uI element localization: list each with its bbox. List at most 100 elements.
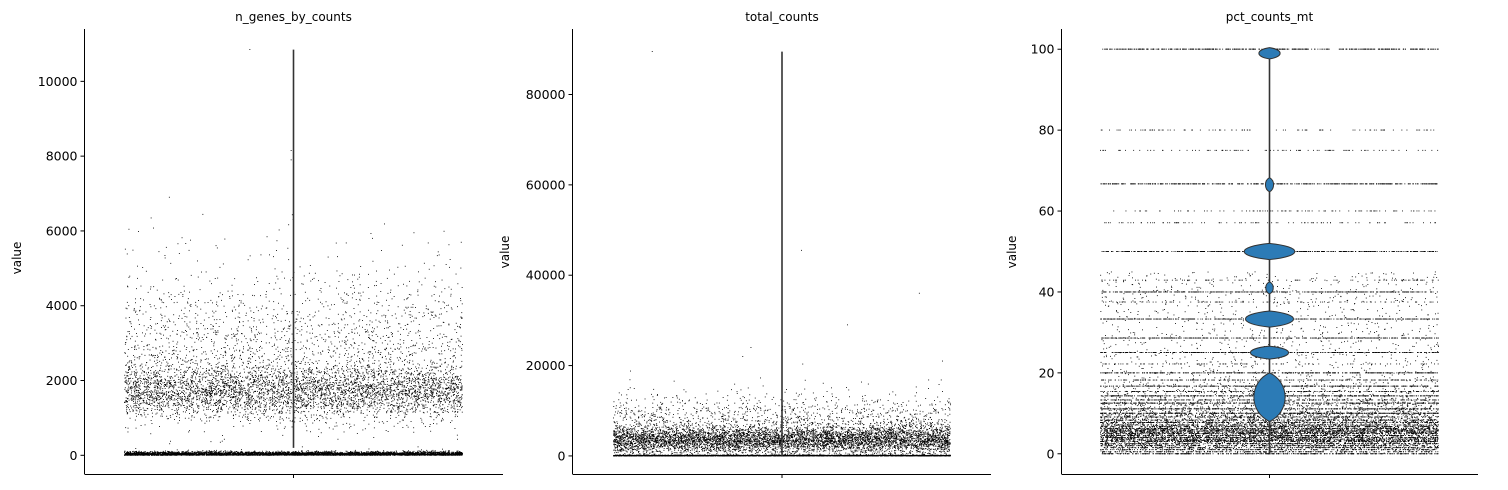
- data-point: [144, 454, 145, 455]
- data-point: [316, 453, 317, 454]
- data-point: [378, 455, 379, 456]
- data-point: [270, 455, 271, 456]
- data-point: [443, 453, 444, 454]
- data-point: [253, 452, 254, 453]
- data-point: [315, 454, 316, 455]
- data-point: [294, 452, 295, 453]
- data-point: [214, 450, 215, 451]
- data-point: [396, 454, 397, 455]
- data-point: [142, 452, 143, 453]
- data-point: [165, 455, 166, 456]
- data-point: [375, 454, 376, 455]
- data-point: [461, 454, 462, 455]
- data-point: [334, 454, 335, 455]
- data-point: [457, 453, 458, 454]
- data-point: [132, 453, 133, 454]
- data-point: [240, 452, 241, 453]
- data-point: [349, 454, 350, 455]
- data-point: [432, 452, 433, 453]
- data-point: [374, 452, 375, 453]
- y-tick-label: 6000: [46, 223, 78, 238]
- data-point: [311, 454, 312, 455]
- data-point: [332, 454, 333, 455]
- data-point: [382, 453, 383, 454]
- data-point: [302, 451, 303, 452]
- data-point: [404, 454, 405, 455]
- data-point: [175, 454, 176, 455]
- data-point: [440, 455, 441, 456]
- data-point: [411, 453, 412, 454]
- data-point: [453, 452, 454, 453]
- data-point: [304, 455, 305, 456]
- data-point: [281, 455, 282, 456]
- data-point: [158, 453, 159, 454]
- data-point: [335, 451, 336, 452]
- data-point: [180, 455, 181, 456]
- data-point: [408, 451, 409, 452]
- data-point: [353, 453, 354, 454]
- data-point: [215, 451, 216, 452]
- data-point: [237, 453, 238, 454]
- data-point: [197, 455, 198, 456]
- data-point: [355, 450, 356, 451]
- data-point: [317, 454, 318, 455]
- y-tick-label: 10000: [38, 74, 78, 89]
- data-point: [147, 455, 148, 456]
- data-point: [357, 453, 358, 454]
- data-point: [417, 453, 418, 454]
- data-point: [261, 452, 262, 453]
- data-point: [309, 452, 310, 453]
- data-point: [159, 455, 160, 456]
- data-point: [439, 453, 440, 454]
- data-point: [214, 452, 215, 453]
- data-point: [216, 450, 217, 451]
- data-point: [405, 453, 406, 454]
- data-point: [153, 455, 154, 456]
- data-point: [389, 455, 390, 456]
- data-point: [308, 453, 309, 454]
- data-point: [244, 454, 245, 455]
- data-point: [383, 450, 384, 451]
- data-point: [450, 454, 451, 455]
- data-point: [125, 453, 126, 454]
- data-point: [331, 455, 332, 456]
- data-point: [124, 452, 125, 453]
- data-point: [388, 452, 389, 453]
- data-point: [261, 454, 262, 455]
- data-point: [164, 453, 165, 454]
- data-point: [159, 453, 160, 454]
- data-point: [433, 450, 434, 451]
- data-point: [174, 452, 175, 453]
- y-tick-label: 4000: [46, 298, 78, 313]
- data-point: [154, 451, 155, 452]
- data-point: [294, 455, 295, 456]
- data-point: [354, 451, 355, 452]
- data-point: [125, 455, 126, 456]
- data-point: [435, 454, 436, 455]
- data-point: [203, 452, 204, 453]
- data-point: [300, 452, 301, 453]
- data-point: [199, 452, 200, 453]
- data-point: [415, 452, 416, 453]
- data-point: [296, 451, 297, 452]
- data-point: [165, 452, 166, 453]
- data-point: [220, 453, 221, 454]
- data-point: [435, 450, 436, 451]
- data-point: [322, 455, 323, 456]
- y-tick-label: 0: [70, 448, 78, 463]
- data-point: [420, 451, 421, 452]
- data-point: [226, 455, 227, 456]
- data-point: [275, 454, 276, 455]
- data-point: [282, 452, 283, 453]
- data-point: [190, 453, 191, 454]
- data-point: [403, 450, 404, 451]
- data-point: [419, 450, 420, 451]
- data-point: [397, 453, 398, 454]
- data-point: [201, 452, 202, 453]
- data-point: [257, 455, 258, 456]
- data-point: [439, 452, 440, 453]
- data-point: [238, 455, 239, 456]
- data-point: [393, 454, 394, 455]
- data-point: [178, 453, 179, 454]
- data-point: [388, 455, 389, 456]
